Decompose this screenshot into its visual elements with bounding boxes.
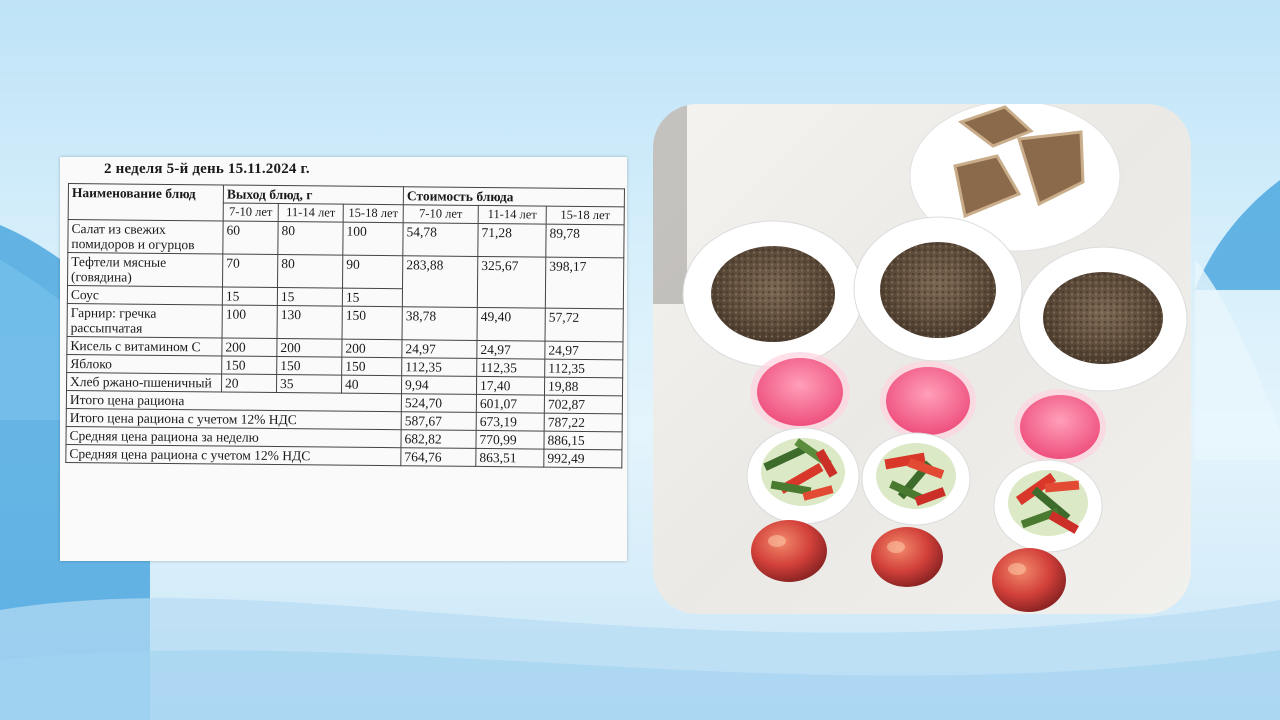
yield-cell: 15 (222, 286, 278, 306)
cost-cell: 24,97 (544, 341, 624, 360)
salad-bowl (861, 432, 971, 526)
bread-plate (909, 104, 1121, 252)
total-value: 886,15 (543, 431, 623, 450)
total-value: 702,87 (544, 395, 623, 414)
total-label: Средняя цена рациона с учетом 12% НДС (65, 444, 401, 466)
buckwheat-bowl (1018, 246, 1188, 392)
cost-cell: 112,35 (401, 357, 477, 377)
total-value: 992,49 (543, 449, 622, 468)
kissel-glass (750, 352, 850, 432)
yield-cell: 150 (276, 356, 342, 376)
kissel-glass (1014, 389, 1106, 465)
yield-cell: 200 (276, 338, 343, 358)
table-edge (653, 104, 687, 304)
total-value: 587,67 (401, 411, 477, 431)
total-value: 863,51 (475, 448, 544, 468)
dish-name: Тефтели мясные (говядина) (67, 252, 223, 287)
cost-cell: 89,78 (545, 224, 625, 258)
meal-photo-illustration (653, 104, 1188, 612)
dish-header: Наименование блюд (68, 183, 224, 221)
yield-cell: 80 (277, 221, 344, 256)
buckwheat-bowl (682, 220, 864, 368)
cost-cell: 9,94 (401, 375, 477, 395)
cost-cell: 283,88 (402, 255, 478, 308)
cost-cell: 17,40 (476, 376, 545, 396)
table-row: Тефтели мясные (говядина) 70 80 90 283,8… (67, 252, 624, 309)
yield-cell: 150 (221, 355, 277, 375)
dish-name: Кисель с витамином С (66, 336, 223, 356)
apple (992, 548, 1066, 612)
yield-cell: 70 (222, 253, 278, 288)
dish-name: Гарнир: гречка рассыпчатая (67, 303, 223, 338)
cost-cell: 38,78 (402, 306, 478, 341)
cost-header: Стоимость блюда (403, 186, 625, 207)
age-group-header: 11-14 лет (478, 205, 547, 225)
menu-table: Наименование блюд Выход блюд, г Стоимост… (65, 183, 625, 468)
dish-name: Хлеб ржано-пшеничный (66, 372, 222, 392)
yield-cell: 200 (341, 339, 403, 358)
yield-cell: 130 (277, 305, 343, 340)
yield-cell: 150 (341, 357, 402, 376)
total-value: 764,76 (400, 447, 476, 467)
total-value: 770,99 (475, 430, 545, 450)
cost-cell: 19,88 (544, 377, 623, 396)
total-value: 682,82 (400, 429, 477, 449)
age-group-header: 7-10 лет (223, 202, 279, 222)
cost-cell: 54,78 (402, 222, 479, 257)
age-group-header: 15-18 лет (343, 204, 404, 223)
cost-cell: 57,72 (545, 308, 624, 342)
cost-cell: 112,35 (476, 358, 545, 378)
cost-cell: 398,17 (545, 257, 624, 309)
salad-bowl (746, 427, 860, 525)
apple (751, 520, 827, 582)
yield-cell: 60 (222, 220, 279, 255)
menu-document: 2 неделя 5-й день 15.11.2024 г. Наименов… (60, 157, 627, 561)
salad-bowl (993, 459, 1103, 553)
yield-cell: 150 (342, 306, 403, 340)
cost-cell: 325,67 (477, 256, 546, 309)
kissel-glass (880, 361, 976, 441)
buckwheat-bowl (853, 216, 1023, 362)
yield-cell: 35 (276, 374, 342, 394)
total-value: 601,07 (476, 394, 545, 414)
cost-cell: 112,35 (544, 359, 623, 378)
cost-cell: 24,97 (476, 340, 546, 360)
table-row: Гарнир: гречка рассыпчатая 100 130 150 3… (67, 303, 624, 342)
yield-cell: 40 (341, 375, 402, 394)
cost-cell: 71,28 (477, 223, 547, 258)
age-group-header: 15-18 лет (546, 206, 625, 225)
age-group-header: 7-10 лет (403, 204, 479, 224)
total-value: 524,70 (401, 393, 477, 413)
yield-cell: 200 (221, 337, 278, 357)
yield-cell: 80 (277, 254, 343, 289)
dish-name: Салат из свежих помидоров и огурцов (67, 219, 224, 254)
dish-name: Яблоко (66, 354, 222, 374)
dish-name: Соус (67, 285, 223, 305)
cost-cell: 49,40 (477, 307, 546, 342)
apple (871, 527, 943, 587)
age-group-header: 11-14 лет (278, 203, 344, 223)
yield-cell: 15 (342, 288, 403, 307)
yield-header: Выход блюд, г (223, 184, 404, 205)
yield-cell: 15 (277, 287, 343, 307)
yield-cell: 100 (222, 304, 278, 339)
yield-cell: 100 (342, 222, 404, 256)
yield-cell: 20 (221, 373, 277, 393)
total-value: 787,22 (544, 413, 623, 432)
cost-cell: 24,97 (401, 339, 478, 359)
table-row: Салат из свежих помидоров и огурцов 60 8… (67, 219, 625, 258)
meal-photo (653, 104, 1191, 614)
total-value: 673,19 (476, 412, 545, 432)
yield-cell: 90 (342, 255, 403, 289)
document-title: 2 неделя 5-й день 15.11.2024 г. (104, 161, 310, 177)
